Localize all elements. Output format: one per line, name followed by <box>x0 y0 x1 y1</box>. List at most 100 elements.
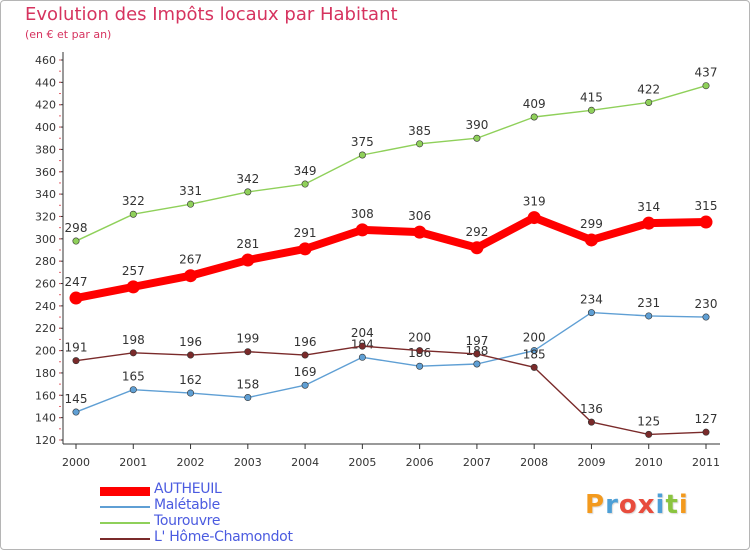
legend-label: Tourouvre <box>154 513 221 529</box>
data-point <box>416 140 424 148</box>
data-label: 308 <box>351 207 374 221</box>
data-point <box>470 241 484 255</box>
data-point <box>72 237 80 245</box>
legend-label: AUTHEUIL <box>154 481 222 497</box>
data-point <box>72 408 80 416</box>
legend-item: AUTHEUIL <box>100 481 360 498</box>
data-point <box>702 313 710 321</box>
legend-label: L' Hôme-Chamondot <box>154 529 293 545</box>
data-point <box>416 362 424 370</box>
legend-item: Tourouvre <box>100 513 360 530</box>
data-point <box>416 347 424 355</box>
y-tick-label: 160 <box>35 389 56 402</box>
data-label: 204 <box>351 326 374 340</box>
data-point <box>702 428 710 436</box>
data-label: 158 <box>236 378 259 392</box>
data-label: 127 <box>695 412 718 426</box>
data-point <box>587 418 595 426</box>
chart-title: Evolution des Impôts locaux par Habitant <box>25 4 398 25</box>
y-tick-label: 460 <box>35 54 56 67</box>
data-label: 315 <box>695 199 718 213</box>
data-label: 322 <box>122 194 145 208</box>
data-point <box>244 394 252 402</box>
x-tick-label: 2000 <box>62 456 90 469</box>
x-tick-label: 2008 <box>520 456 548 469</box>
series-tourouvre: 298 322 331 342 349 375 385 390 409 415 422 437 <box>65 66 717 245</box>
logo-letter: r <box>605 490 619 520</box>
data-point <box>358 353 366 361</box>
y-tick-label: 300 <box>35 233 56 246</box>
data-label: 136 <box>580 402 603 416</box>
data-label: 231 <box>637 296 660 310</box>
logo-letter: t <box>665 490 679 520</box>
data-point <box>187 351 195 359</box>
data-label: 319 <box>523 195 546 209</box>
data-point <box>473 360 481 368</box>
data-point <box>587 309 595 317</box>
data-point <box>301 351 309 359</box>
x-tick-label: 2003 <box>234 456 262 469</box>
chart-legend: AUTHEUIL Malétable Tourouvre L' Hôme-Chamon… <box>100 481 360 548</box>
series-autheuil: 247 257 267 281 291 308 306 292 319 299 314 315 <box>65 195 718 305</box>
data-point <box>645 430 653 438</box>
data-label: 349 <box>294 164 317 178</box>
data-point <box>69 291 83 305</box>
data-label: 375 <box>351 135 374 149</box>
data-point <box>129 349 137 357</box>
data-label: 162 <box>179 373 202 387</box>
data-point <box>642 216 656 230</box>
y-tick-label: 220 <box>35 322 56 335</box>
data-point <box>187 200 195 208</box>
data-label: 247 <box>65 275 88 289</box>
data-label: 145 <box>65 392 88 406</box>
x-tick-label: 2002 <box>177 456 205 469</box>
data-label: 281 <box>236 237 259 251</box>
data-point <box>72 357 80 365</box>
legend-swatch <box>100 538 150 540</box>
y-tick-label: 280 <box>35 255 56 268</box>
legend-swatch <box>100 506 150 508</box>
legend-swatch <box>100 486 150 496</box>
data-point <box>244 188 252 196</box>
data-label: 415 <box>580 90 603 104</box>
y-tick-label: 240 <box>35 300 56 313</box>
data-label: 200 <box>523 331 546 345</box>
data-point <box>129 386 137 394</box>
data-point <box>587 106 595 114</box>
y-tick-label: 260 <box>35 278 56 291</box>
data-label: 390 <box>465 118 488 132</box>
y-tick-label: 420 <box>35 99 56 112</box>
data-point <box>241 253 255 267</box>
data-point <box>187 389 195 397</box>
data-point <box>473 350 481 358</box>
x-tick-label: 2007 <box>463 456 491 469</box>
logo-letter: P <box>585 490 606 520</box>
data-point <box>645 98 653 106</box>
data-point <box>699 215 713 229</box>
y-tick-label: 140 <box>35 412 56 425</box>
data-label: 331 <box>179 184 202 198</box>
data-label: 385 <box>408 124 431 138</box>
data-point <box>530 113 538 121</box>
y-tick-label: 200 <box>35 345 56 358</box>
data-label: 422 <box>637 82 660 96</box>
data-point <box>584 233 598 247</box>
x-tick-label: 2010 <box>635 456 663 469</box>
chart-subtitle: (en € et par an) <box>25 28 112 41</box>
x-tick-label: 2005 <box>348 456 376 469</box>
y-tick-label: 360 <box>35 166 56 179</box>
logo-letter: x <box>637 490 656 520</box>
y-tick-label: 380 <box>35 143 56 156</box>
data-point <box>129 210 137 218</box>
data-label: 230 <box>695 297 718 311</box>
x-tick-label: 2009 <box>577 456 605 469</box>
data-point <box>702 82 710 90</box>
legend-item: Malétable <box>100 497 360 514</box>
series-line <box>75 85 707 242</box>
legend-swatch <box>100 522 150 524</box>
data-point <box>184 269 198 283</box>
data-point <box>298 242 312 256</box>
y-tick-label: 440 <box>35 76 56 89</box>
data-point <box>473 134 481 142</box>
data-label: 185 <box>523 347 546 361</box>
